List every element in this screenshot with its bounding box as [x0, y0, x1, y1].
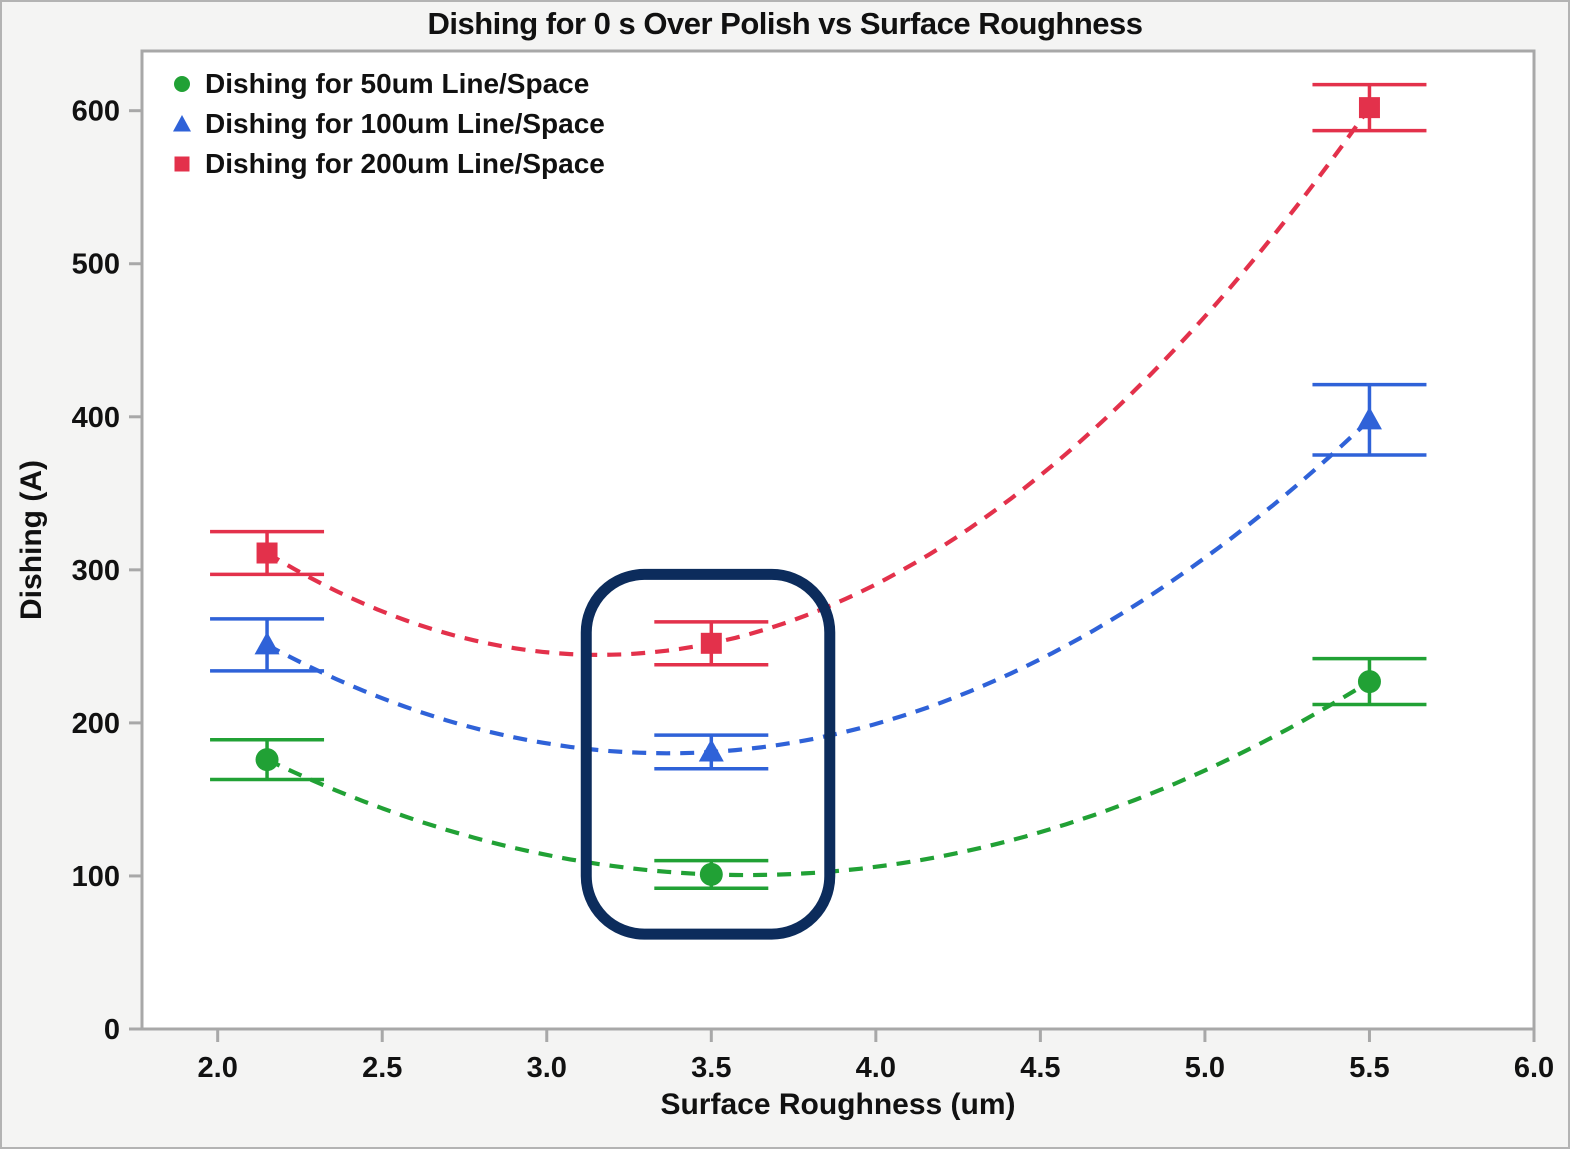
legend-marker-shape	[174, 156, 190, 171]
legend-label: Dishing for 100um Line/Space	[205, 107, 605, 139]
legend-marker-shape	[174, 75, 190, 92]
y-tick-label: 300	[72, 555, 120, 587]
x-tick-label: 3.5	[691, 1052, 731, 1084]
y-tick-label: 100	[72, 861, 120, 893]
x-tick-label: 5.5	[1349, 1052, 1389, 1084]
y-tick-label: 600	[72, 96, 120, 128]
data-point-triangle	[698, 738, 724, 762]
y-tick-label: 500	[72, 249, 120, 281]
legend: Dishing for 50um Line/Space Dishing for 1…	[172, 64, 605, 183]
legend-label: Dishing for 50um Line/Space	[205, 67, 590, 99]
y-tick-label: 400	[72, 402, 120, 434]
legend-item: Dishing for 50um Line/Space	[172, 64, 605, 103]
x-tick-label: 5.0	[1185, 1052, 1225, 1084]
data-point-circle	[699, 862, 723, 886]
data-point-square	[256, 542, 278, 564]
x-tick-label: 3.0	[527, 1052, 567, 1084]
x-tick-label: 4.0	[856, 1052, 896, 1084]
data-point-triangle	[254, 631, 280, 655]
triangle-icon	[173, 114, 191, 131]
trend-line	[266, 679, 1371, 878]
legend-item: Dishing for 100um Line/Space	[172, 104, 605, 143]
x-tick-label: 2.0	[198, 1052, 238, 1084]
data-point-triangle	[1356, 406, 1382, 430]
trend-line	[266, 418, 1371, 756]
x-tick-label: 2.5	[362, 1052, 402, 1084]
x-tick-label: 4.5	[1020, 1052, 1060, 1084]
circle-icon	[174, 75, 190, 92]
plot-frame	[140, 49, 1536, 1031]
data-point-circle	[1357, 670, 1381, 694]
y-tick-label: 200	[72, 708, 120, 740]
highlight-annotation-box	[580, 568, 836, 940]
data-point-square	[700, 632, 722, 654]
chart-title: Dishing for 0 s Over Polish vs Surface R…	[427, 6, 1143, 41]
trend-line	[265, 106, 1372, 658]
data-point-square	[1358, 97, 1380, 119]
x-tick-label: 6.0	[1514, 1052, 1554, 1084]
y-tick-label: 0	[104, 1014, 120, 1046]
data-point-circle	[255, 748, 279, 772]
legend-marker-shape	[173, 114, 191, 131]
y-axis-label: Dishing (A)	[15, 460, 48, 620]
x-axis-label: Surface Roughness (um)	[660, 1088, 1016, 1121]
square-icon	[174, 156, 190, 171]
legend-label: Dishing for 200um Line/Space	[205, 147, 605, 179]
legend-item: Dishing for 200um Line/Space	[172, 144, 605, 183]
